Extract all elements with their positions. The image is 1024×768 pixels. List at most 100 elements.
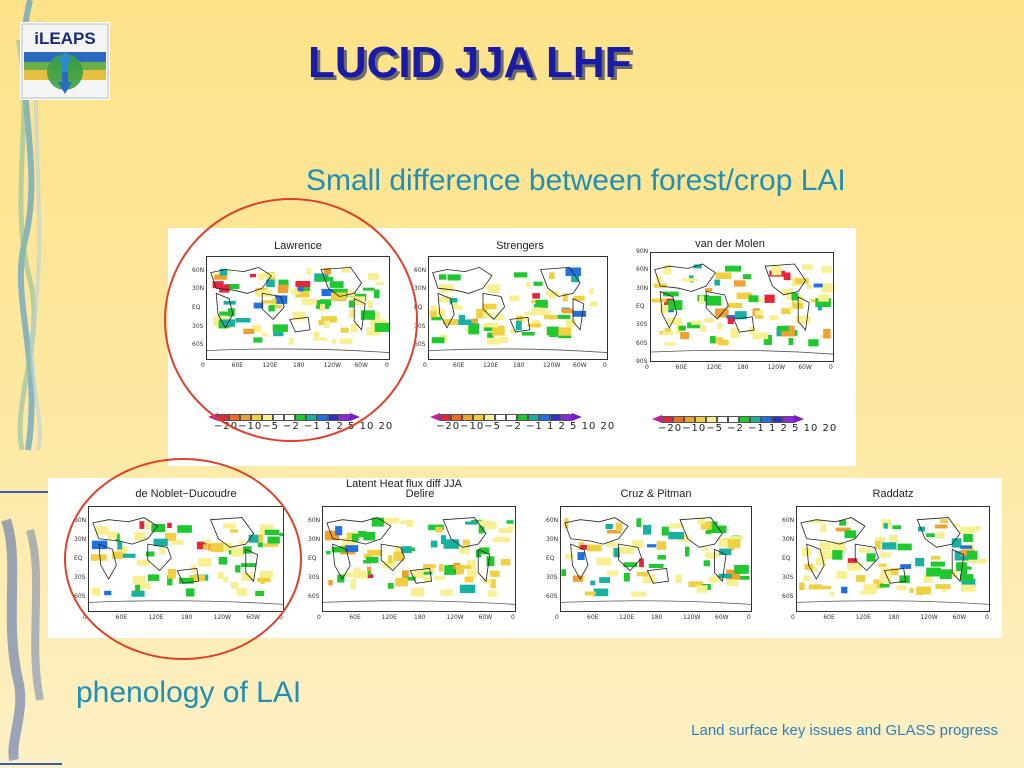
map-patch — [809, 519, 823, 524]
map-patch — [789, 306, 794, 312]
continent-outline — [679, 517, 723, 548]
map-patch — [807, 283, 812, 289]
map-patch — [934, 524, 948, 529]
lon-label: 60W — [715, 614, 729, 621]
map-patch — [482, 303, 497, 310]
colorbar-segment — [662, 415, 673, 423]
map-patch — [561, 569, 566, 577]
map-patch — [700, 325, 707, 332]
figure-suptitle: Latent Heat flux diff JJA — [346, 478, 462, 490]
lat-label: 30S — [546, 574, 558, 582]
lat-label: EQ — [414, 304, 423, 311]
map-patch — [795, 278, 809, 284]
map-patch — [799, 582, 805, 591]
map-patch — [959, 526, 976, 534]
map-patch — [675, 575, 680, 583]
map-patch — [844, 530, 857, 539]
colorbar-segment — [561, 413, 572, 421]
map-patch — [755, 315, 764, 319]
map-patch — [353, 570, 368, 579]
continent-outline — [570, 543, 589, 580]
continent-outline — [564, 517, 629, 545]
map-patch — [866, 553, 876, 562]
map-patch — [890, 568, 899, 576]
map-patch — [717, 323, 723, 330]
map-patch — [663, 291, 679, 297]
map-patch — [431, 314, 442, 321]
continent-outline — [432, 266, 493, 294]
map-patch — [819, 550, 833, 560]
lon-label: 0 — [791, 614, 795, 621]
map-patch — [449, 298, 458, 305]
map-patch — [956, 562, 967, 571]
map-patch — [752, 332, 769, 340]
map-patch — [879, 574, 892, 583]
colorbar-arrow-left — [652, 415, 662, 423]
map-patch — [960, 568, 968, 576]
continent-outline — [733, 316, 755, 333]
map-patch — [769, 315, 779, 321]
map-patch — [705, 530, 712, 535]
map-patch — [685, 546, 690, 557]
map-patch — [839, 520, 847, 526]
map-patch — [726, 539, 741, 548]
map-patch — [883, 523, 888, 529]
map-patch — [411, 569, 427, 579]
map-patch — [458, 319, 473, 325]
map-patch — [605, 524, 613, 530]
decorative-left-strip — [0, 0, 62, 765]
colorbar-segment — [750, 415, 761, 423]
map-patch — [495, 536, 511, 543]
map-patch — [468, 326, 479, 335]
map-patch — [815, 298, 831, 308]
colorbar — [430, 412, 582, 422]
map-patch — [952, 569, 957, 577]
map-patch — [727, 317, 734, 324]
map-patch — [440, 589, 453, 596]
map-patch — [704, 552, 720, 558]
map-patch — [896, 585, 907, 591]
antarctic-outline — [651, 349, 833, 355]
map-patch — [830, 591, 835, 596]
map-patch — [476, 308, 488, 319]
map-patch — [430, 305, 437, 313]
colorbar-segment — [539, 413, 550, 421]
lat-label: 60S — [636, 339, 648, 347]
map-patch — [486, 556, 495, 567]
continent-outline — [705, 291, 729, 320]
lat-label: 30N — [636, 284, 649, 292]
lat-label: 60S — [782, 593, 794, 601]
map-patch — [430, 311, 437, 318]
map-patch — [714, 279, 720, 286]
map-patch — [841, 586, 848, 594]
lon-label: 0 — [423, 362, 427, 369]
map-patch — [544, 315, 557, 320]
logo-text: iLEAPS — [34, 29, 95, 48]
colorbar-segment — [462, 413, 473, 421]
footer-text: Land surface key issues and GLASS progre… — [691, 722, 998, 739]
map-patch — [539, 300, 548, 308]
lon-label: 0 — [83, 614, 87, 621]
map-patch — [661, 526, 669, 536]
map-patch — [589, 287, 594, 295]
map-patch — [954, 551, 969, 561]
map-patch — [651, 298, 667, 303]
map-patch — [647, 544, 657, 548]
map-patch — [331, 547, 348, 553]
map-patch — [572, 310, 587, 317]
map-patch — [781, 308, 791, 315]
lat-label: 30N — [546, 535, 559, 543]
map-patch — [430, 540, 438, 548]
map-patch — [709, 576, 716, 584]
lon-label: 180 — [888, 614, 900, 621]
map-patch — [358, 531, 367, 538]
map-patch — [666, 317, 682, 325]
map-patch — [972, 558, 987, 564]
map-patch — [366, 556, 379, 563]
map-patch — [613, 547, 620, 558]
lat-label: 90S — [636, 358, 648, 365]
lat-label: 60S — [308, 593, 320, 601]
colorbar-segment — [528, 413, 539, 421]
map-patch — [345, 545, 359, 552]
map-patch — [515, 320, 522, 331]
